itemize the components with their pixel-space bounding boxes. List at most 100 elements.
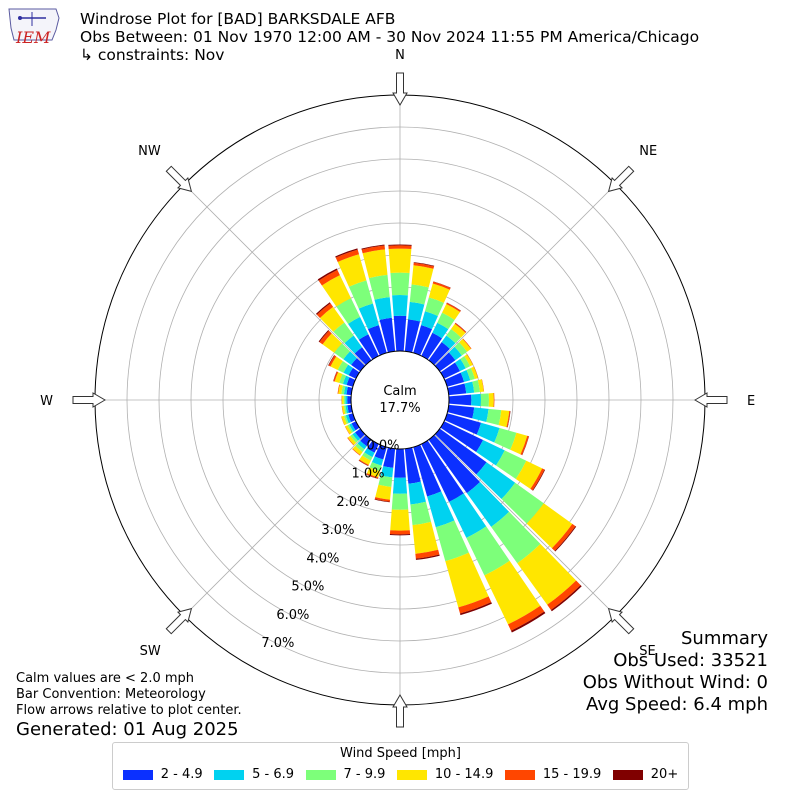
windrose-bar	[366, 473, 379, 479]
windrose-bar	[506, 410, 511, 428]
legend-label: 7 - 9.9	[343, 767, 386, 782]
flow-arrow-icon	[607, 607, 635, 635]
windrose-bar	[477, 379, 484, 393]
windrose-bar	[337, 361, 349, 373]
windrose-bar	[366, 467, 380, 478]
windrose-bar	[460, 369, 471, 382]
windrose-bar	[341, 385, 346, 395]
legend-label: 10 - 14.9	[434, 767, 494, 782]
windrose-bar	[440, 362, 461, 379]
flow-arrow-icon	[165, 607, 193, 635]
windrose-bar	[350, 434, 359, 443]
windrose-bar	[435, 352, 456, 372]
windrose-bar	[333, 322, 354, 344]
windrose-bar	[435, 520, 469, 562]
windrose-bar	[335, 249, 360, 263]
flow-arrow-icon	[607, 165, 635, 193]
windrose-bar	[408, 301, 425, 322]
windrose-bar	[345, 425, 352, 435]
windrose-bar	[442, 303, 461, 320]
flow-arrow-icon	[392, 694, 408, 728]
windrose-bar	[367, 325, 387, 356]
windrose-bar	[446, 302, 461, 311]
windrose-bar	[520, 435, 529, 456]
avg-speed: Avg Speed: 6.4 mph	[586, 694, 768, 715]
windrose-bar	[355, 443, 365, 453]
windrose-bar	[362, 249, 388, 279]
windrose-bar	[464, 381, 475, 394]
windrose-bar	[347, 396, 352, 404]
windrose-bar	[366, 440, 379, 453]
direction-label: E	[747, 394, 755, 409]
windrose-bar	[435, 428, 487, 475]
windrose-bar	[498, 410, 510, 428]
radial-tick-label: 5.0%	[291, 580, 324, 595]
windrose-bar	[391, 493, 409, 510]
windrose-bar	[394, 448, 406, 478]
radial-tick-label: 2.0%	[336, 495, 369, 510]
windrose-bar	[472, 407, 489, 422]
windrose-bar	[447, 404, 475, 419]
windrose-bar	[421, 332, 443, 360]
windrose-bar	[470, 366, 478, 379]
windrose-bar	[338, 384, 343, 395]
windrose-bar	[339, 374, 347, 384]
grid-ring	[158, 158, 642, 642]
windrose-bar	[473, 366, 479, 379]
windrose-bar	[412, 521, 439, 554]
windrose-bar	[348, 413, 356, 423]
grid-ring	[222, 222, 578, 578]
legend-swatch	[214, 769, 245, 780]
windrose-bar	[334, 343, 351, 360]
summary-box: Summary Obs Used: 33521 Obs Without Wind…	[583, 628, 768, 716]
windrose-bar	[390, 509, 410, 531]
windrose-bar	[361, 245, 385, 254]
windrose-bar	[318, 330, 329, 343]
legend-label: 20+	[650, 767, 679, 782]
chart-title: Windrose Plot for [BAD] BARKSDALE AFB	[80, 10, 396, 28]
windrose-bar	[343, 386, 348, 395]
windrose-bar	[348, 316, 369, 340]
windrose-bar	[441, 335, 456, 349]
windrose-bar	[345, 395, 348, 405]
windrose-bar	[355, 428, 365, 439]
windrose-bar	[432, 281, 451, 290]
windrose-bar	[511, 611, 546, 633]
legend-swatch	[122, 769, 153, 780]
windrose-bar	[321, 275, 351, 307]
windrose-bar	[349, 423, 356, 432]
radial-tick-label: 0.0%	[366, 438, 399, 453]
logo-text: IEM	[16, 28, 51, 47]
windrose-bar	[444, 372, 465, 387]
windrose-bar	[358, 334, 379, 360]
windrose-bar	[413, 325, 433, 356]
windrose-bar	[352, 448, 361, 456]
windrose-bar	[366, 474, 378, 479]
windrose-bar	[357, 440, 367, 450]
windrose-bar	[517, 543, 577, 605]
direction-label: NW	[138, 144, 161, 159]
windrose-bar	[428, 435, 481, 494]
windrose-bar	[413, 262, 435, 269]
windrose-bar	[404, 319, 421, 353]
windrose-bar	[343, 351, 357, 365]
windrose-bar	[448, 394, 472, 406]
windrose-bar	[445, 552, 489, 608]
windrose-bar	[491, 511, 541, 564]
windrose-bar	[421, 311, 438, 330]
windrose-bar	[335, 248, 358, 258]
windrose-bar	[507, 411, 511, 428]
windrose-bar	[466, 526, 510, 576]
windrose-bar	[495, 450, 527, 480]
windrose-bar	[351, 357, 365, 372]
windrose-bar	[343, 415, 349, 424]
windrose-bar	[409, 284, 429, 305]
grid-ring	[126, 126, 674, 674]
windrose-bar	[344, 335, 363, 354]
windrose-bar	[554, 526, 577, 552]
legend-swatch	[504, 769, 535, 780]
windrose-bar	[336, 298, 361, 324]
windrose-bar	[347, 435, 357, 445]
windrose-bar	[341, 416, 345, 426]
convention-note: Bar Convention: Meteorology	[16, 687, 206, 702]
